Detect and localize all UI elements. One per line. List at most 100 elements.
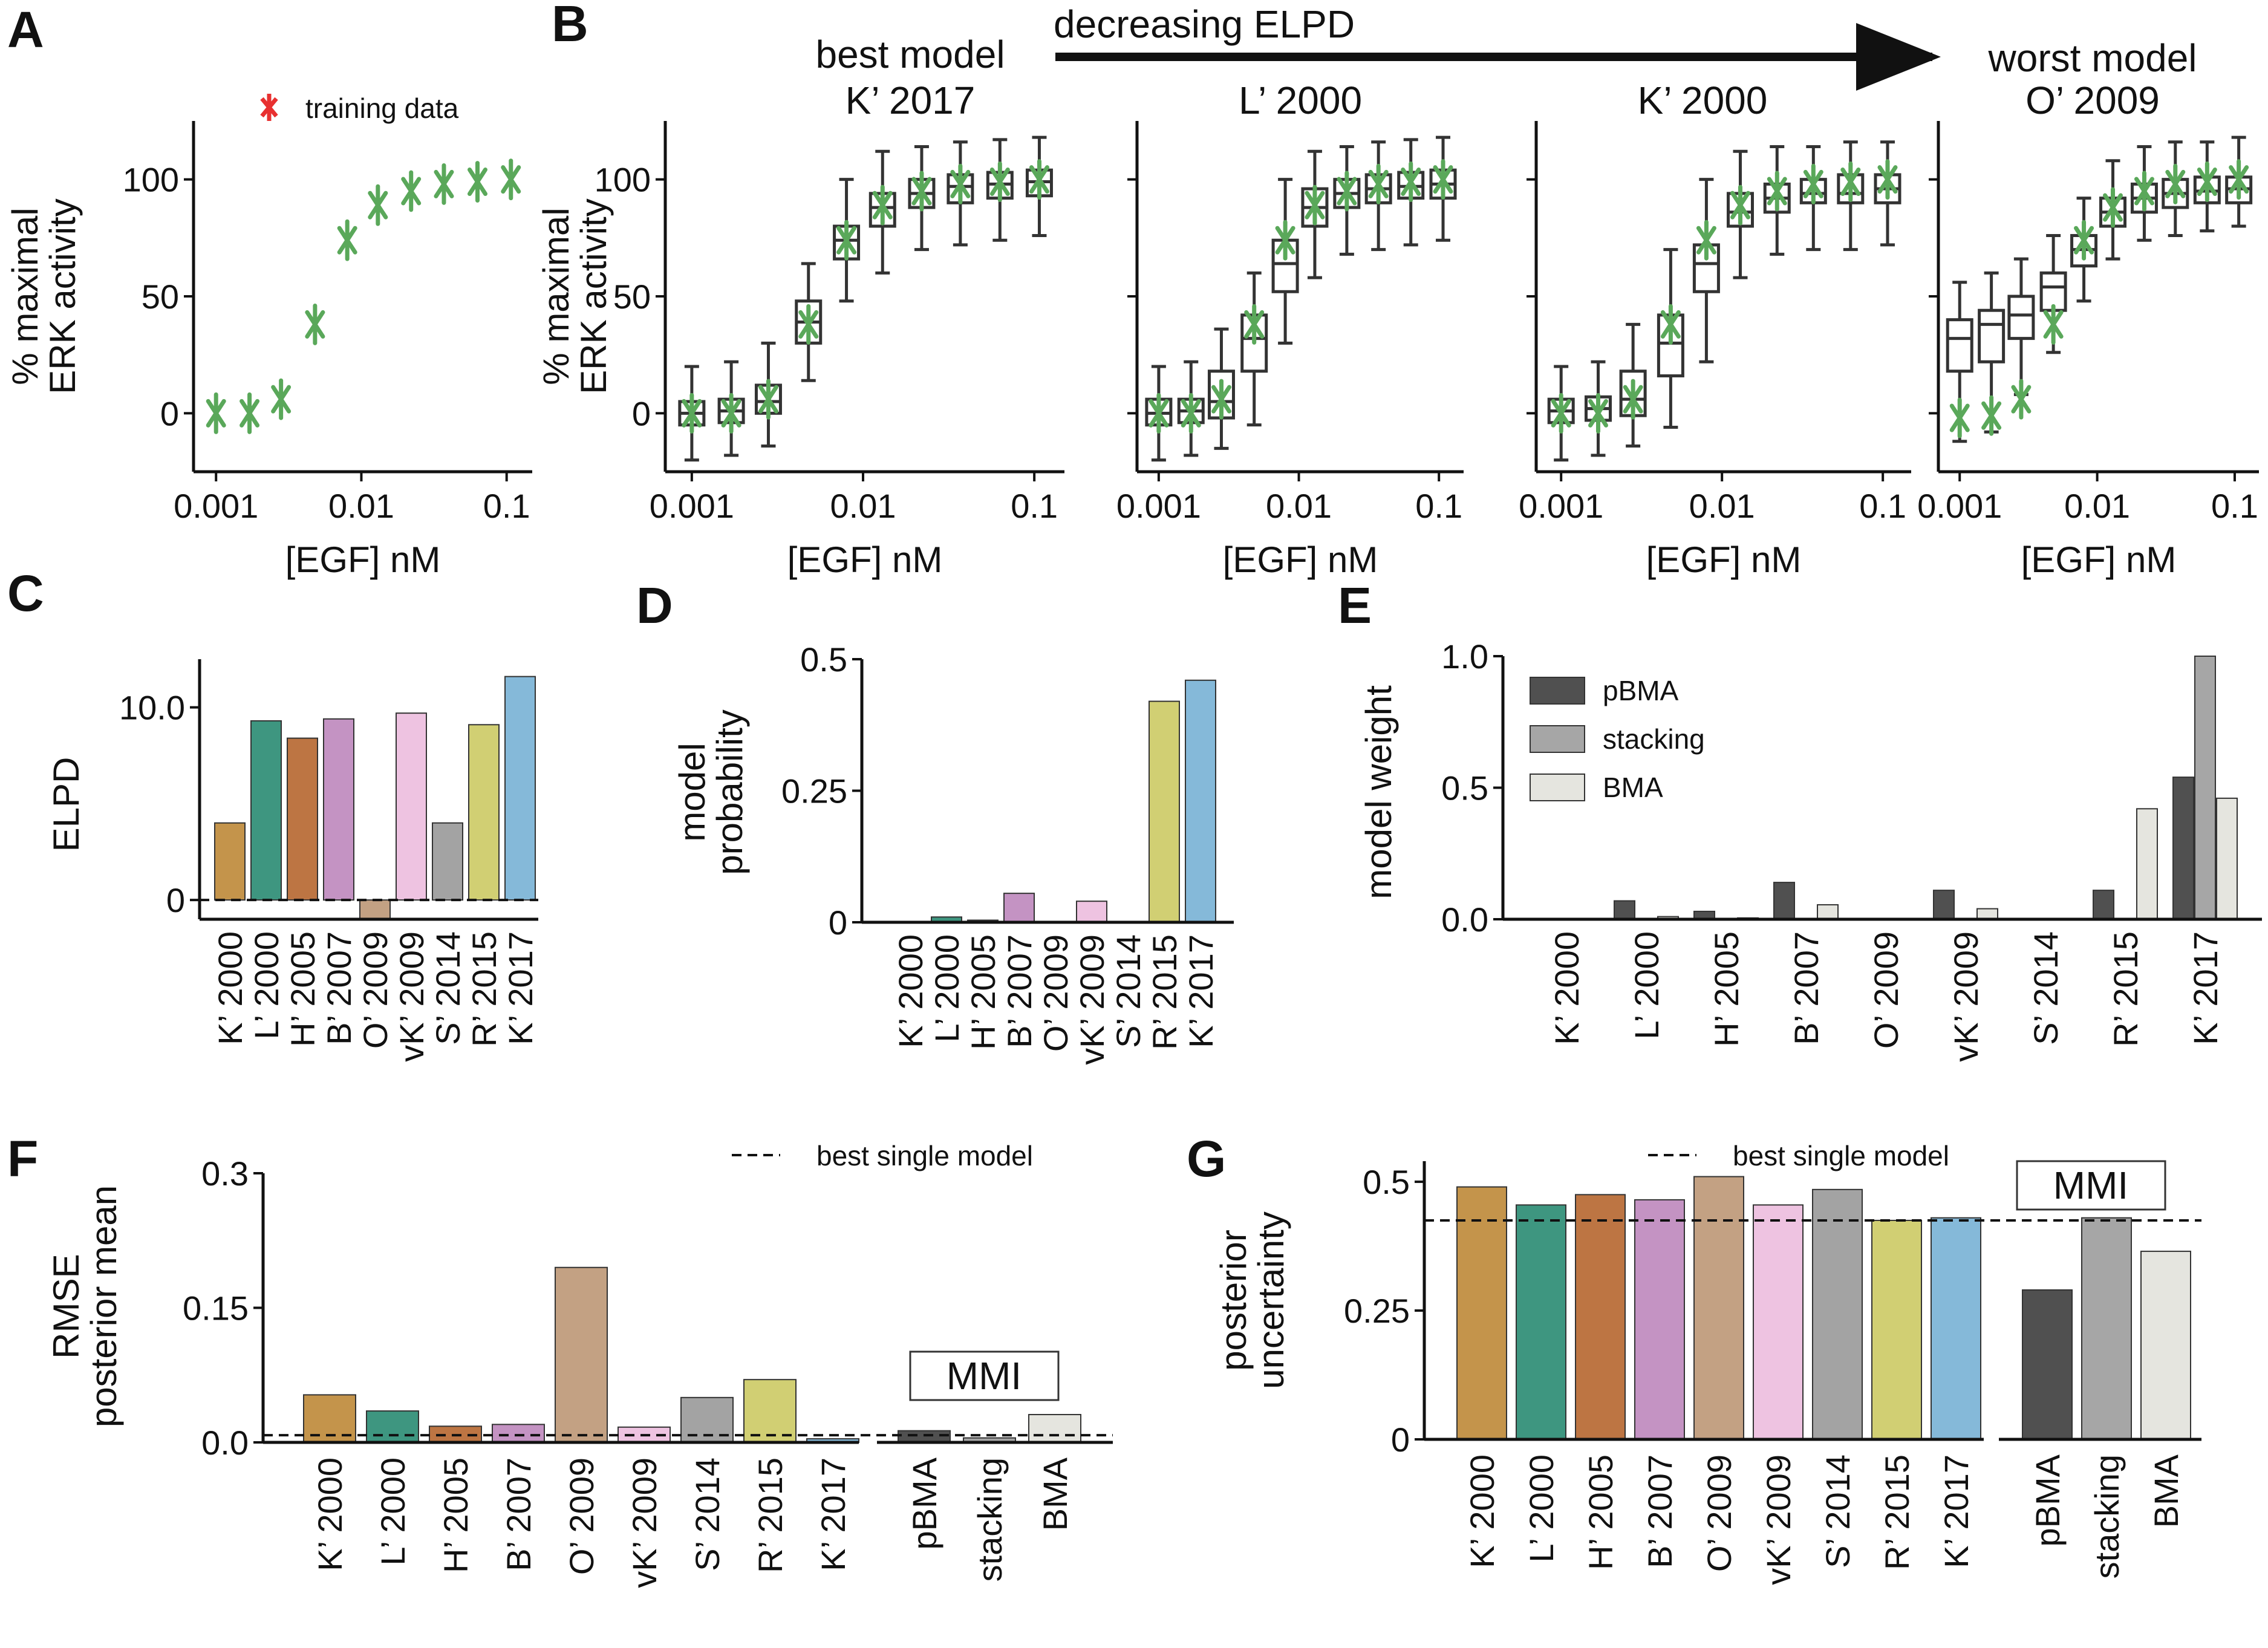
panel-d-category-label: K’ 2017 xyxy=(1182,934,1220,1048)
panel-a-x-tick-label: 0.001 xyxy=(174,487,258,525)
panel-b-y-tick-label: 50 xyxy=(613,278,651,316)
panel-b-x-tick-label: 0.1 xyxy=(1859,487,1906,525)
panel-f-category-label: S’ 2014 xyxy=(688,1457,726,1571)
panel-b-x-tick-label: 0.01 xyxy=(830,487,896,525)
panel-e-bar-stacking xyxy=(2194,656,2216,920)
panel-f-mmi-category-label: pBMA xyxy=(905,1457,943,1549)
panel-f-legend-label: best single model xyxy=(816,1140,1033,1171)
panel-d-bar xyxy=(1076,901,1107,923)
panel-b-y-tick-label: 0 xyxy=(632,394,651,432)
panel-f-y-label: posterior mean xyxy=(83,1185,124,1427)
panel-f-mmi-label: MMI xyxy=(947,1354,1022,1398)
panel-g-bar xyxy=(1634,1199,1685,1441)
panel-e-category-label: K’ 2017 xyxy=(2186,931,2224,1045)
panel-g-bar xyxy=(1812,1188,1863,1440)
panel-b-data-marker xyxy=(836,226,857,255)
panel-f-category-label: B’ 2007 xyxy=(500,1457,538,1571)
panel-e-legend-label: pBMA xyxy=(1603,675,1679,706)
panel-b-x-tick-label: 0.1 xyxy=(1011,487,1058,525)
panel-a-point-marker xyxy=(501,165,521,194)
panel-c-category-label: O’ 2009 xyxy=(356,931,394,1049)
panel-b-box xyxy=(2007,295,2035,340)
panel-b-data-marker xyxy=(1660,310,1681,339)
panel-a-y-tick-label: 0 xyxy=(160,394,179,432)
panel-b-model-title: K’ 2000 xyxy=(1638,79,1768,122)
panel-d-y-tick-label: 0 xyxy=(829,904,847,942)
panel-b-data-marker xyxy=(989,168,1010,197)
panel-e-legend-swatch xyxy=(1530,774,1585,801)
panel-b-x-tick-label: 0.1 xyxy=(2211,487,2258,525)
panel-d-y-label: model xyxy=(672,743,712,841)
panel-b-data-marker xyxy=(1696,226,1716,255)
panel-e-category-label: K’ 2000 xyxy=(1548,931,1586,1045)
panel-d-category-label: K’ 2000 xyxy=(891,934,930,1048)
panel-c-bar xyxy=(504,676,536,901)
panel-c-bar xyxy=(287,737,318,901)
panel-e-bar-BMA xyxy=(1817,904,1839,920)
panel-a-point-marker xyxy=(467,168,487,197)
panel-b-plots: K’ 2017 0 50 100 0.001 0.01 0.1 [EGF] nM L’ 2000… xyxy=(536,79,2259,580)
panel-b-data-marker xyxy=(1767,177,1787,206)
panel-a-legend-marker xyxy=(260,97,278,118)
panel-f-bar xyxy=(743,1379,797,1444)
panel-b-data-marker xyxy=(1401,168,1421,197)
panel-b-data-marker xyxy=(2074,226,2094,255)
panel-g-mmi-box xyxy=(2016,1160,2166,1211)
panel-g-category-label: S’ 2014 xyxy=(1819,1454,1857,1568)
panel-c-y-tick-label: 10.0 xyxy=(119,689,185,727)
panel-e-legend-swatch xyxy=(1530,677,1585,705)
panel-f-category-label: vK’ 2009 xyxy=(625,1457,663,1588)
panel-label-f: F xyxy=(7,1130,38,1187)
panel-g-category-label: L’ 2000 xyxy=(1522,1454,1560,1563)
panel-b-data-marker xyxy=(1877,165,1898,194)
panel-g-category-label: R’ 2015 xyxy=(1878,1454,1916,1570)
panel-c-bar xyxy=(468,724,500,901)
panel-label-a: A xyxy=(7,1,44,58)
panel-c-bar xyxy=(396,712,427,901)
panel-b-data-marker xyxy=(1149,399,1169,428)
panel-b-data-marker xyxy=(1211,385,1231,414)
panel-c-bar xyxy=(250,720,282,901)
panel-f-y-tick-label: 0.15 xyxy=(183,1289,249,1327)
panel-e-bar-pBMA xyxy=(1773,882,1795,920)
panel-e-category-label: H’ 2005 xyxy=(1707,931,1745,1047)
panel-d-category-label: B’ 2007 xyxy=(1000,934,1038,1048)
panel-a-y-tick-label: 100 xyxy=(123,161,179,199)
panel-d-y-tick-label: 0.5 xyxy=(800,640,847,679)
panel-b-x-tick-label: 0.001 xyxy=(1116,487,1201,525)
panel-c-category-label: K’ 2017 xyxy=(501,931,539,1045)
panel-f-category-label: O’ 2009 xyxy=(562,1457,601,1575)
panel-b-data-marker xyxy=(1949,403,1970,432)
panel-g-bar xyxy=(1693,1176,1744,1440)
panel-label-b: B xyxy=(552,0,588,52)
panel-f-mmi-category-label: stacking xyxy=(971,1457,1009,1581)
panel-e-bar-BMA xyxy=(1976,908,1998,920)
panel-b-data-marker xyxy=(1244,310,1265,339)
panel-f-mmi-bar xyxy=(898,1430,951,1443)
panel-d-category-label: vK’ 2009 xyxy=(1073,934,1111,1065)
panel-f-bar xyxy=(366,1410,419,1443)
panel-e-bar-pBMA xyxy=(1614,900,1635,920)
panel-b-data-marker xyxy=(2102,193,2123,222)
panel-b-data-marker xyxy=(1275,226,1295,255)
panel-a-y-label: ERK activity xyxy=(42,198,83,394)
panel-b-x-tick-label: 0.001 xyxy=(650,487,734,525)
panel-e-legend-swatch xyxy=(1530,725,1585,753)
panel-e-legend-label: BMA xyxy=(1603,772,1663,803)
panel-f-category-label: H’ 2005 xyxy=(437,1457,475,1573)
panel-a-point-marker xyxy=(271,385,292,414)
panel-g-y-label: posterior xyxy=(1213,1229,1254,1370)
panel-g-mmi-label: MMI xyxy=(2053,1164,2128,1207)
panel-b-data-marker xyxy=(1623,385,1643,414)
panel-e-bar-pBMA xyxy=(2093,890,2114,920)
panel-g-mmi-category-label: pBMA xyxy=(2028,1454,2067,1546)
panel-c-y-label: ELPD xyxy=(46,757,86,852)
panel-c-category-label: B’ 2007 xyxy=(320,931,358,1045)
panel-label-e: E xyxy=(1338,577,1372,634)
panel-b-data-marker xyxy=(1803,169,1823,198)
panel-f-mmi-bar xyxy=(1028,1414,1081,1443)
panel-b-x-tick-label: 0.01 xyxy=(2064,487,2130,525)
panel-e-y-tick-label: 0.5 xyxy=(1441,769,1488,807)
